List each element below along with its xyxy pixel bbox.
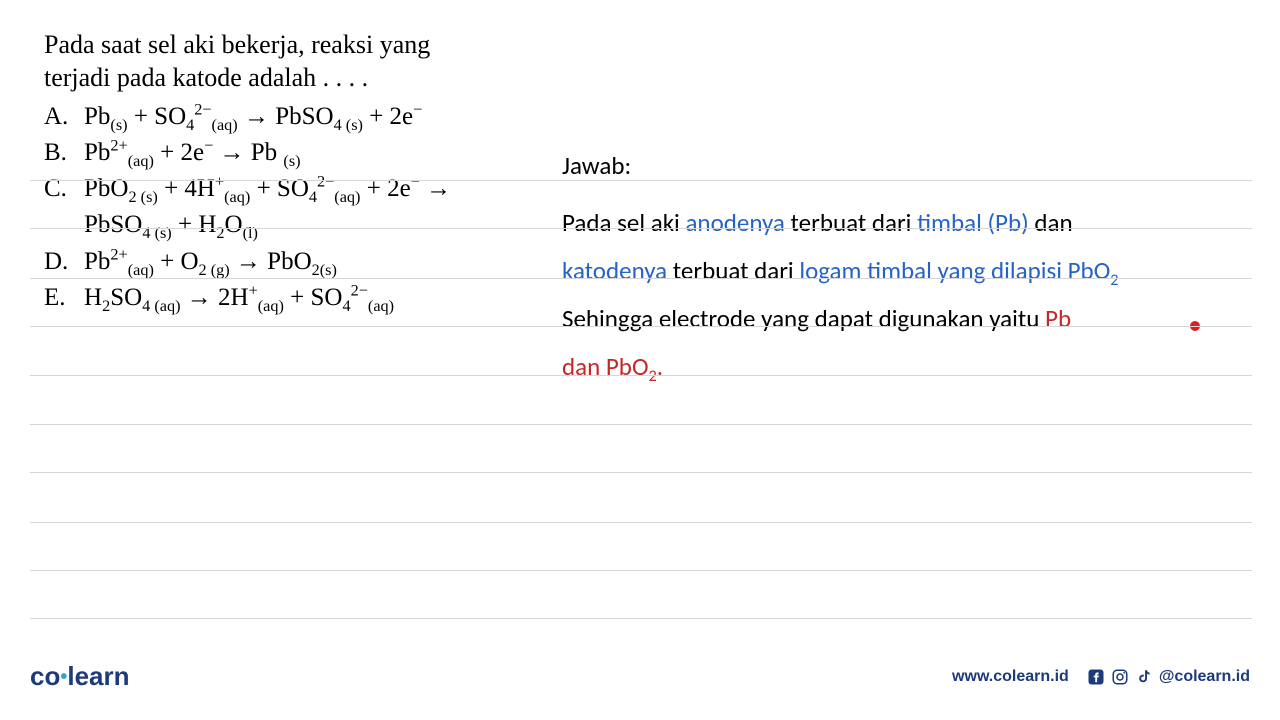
answer-text: Sehingga electrode yang dapat digunakan … bbox=[562, 303, 1045, 334]
option-body: Pb2+(aq) + 2e− → Pb (s) bbox=[84, 135, 554, 171]
answer-label: Jawab: bbox=[562, 150, 1250, 181]
highlight-katode: katodenya bbox=[562, 255, 667, 286]
website-url: www.colearn.id bbox=[952, 668, 1069, 686]
highlight-timbal: timbal (Pb) bbox=[917, 207, 1029, 238]
question-text: Pada saat sel aki bekerja, reaksi yang t… bbox=[44, 28, 554, 95]
option-a: A. Pb(s) + SO42−(aq) → PbSO4 (s) + 2e− bbox=[44, 99, 554, 135]
highlight-pbo2: logam timbal yang dilapisi PbO2 bbox=[799, 255, 1118, 286]
ruled-line bbox=[30, 278, 1252, 279]
tiktok-icon bbox=[1135, 668, 1153, 686]
ruled-line bbox=[30, 618, 1252, 619]
question-line1: Pada saat sel aki bekerja, reaksi yang bbox=[44, 30, 430, 59]
option-body: Pb(s) + SO42−(aq) → PbSO4 (s) + 2e− bbox=[84, 99, 554, 135]
ruled-line bbox=[30, 472, 1252, 473]
option-c-line2: PbSO4 (s) + H2O(l) bbox=[84, 211, 258, 238]
answer-paragraph-3: Sehingga electrode yang dapat digunakan … bbox=[562, 295, 1250, 343]
ruled-line bbox=[30, 228, 1252, 229]
answer-paragraph-4: dan PbO2. bbox=[562, 343, 1250, 391]
option-letter: D. bbox=[44, 244, 84, 280]
content-area: Pada saat sel aki bekerja, reaksi yang t… bbox=[0, 0, 1280, 391]
footer: co•learn www.colearn.id @colearn.id bbox=[30, 661, 1250, 692]
social-handle: @colearn.id bbox=[1159, 668, 1250, 686]
facebook-icon bbox=[1087, 668, 1105, 686]
highlight-pbo2-red: dan PbO2. bbox=[562, 351, 663, 382]
option-body: PbO2 (s) + 4H+(aq) + SO42−(aq) + 2e− → P… bbox=[84, 171, 554, 244]
logo-learn: learn bbox=[67, 661, 129, 691]
ruled-line bbox=[30, 180, 1252, 181]
option-body: H2SO4 (aq) → 2H+(aq) + SO42−(aq) bbox=[84, 280, 554, 316]
option-e: E. H2SO4 (aq) → 2H+(aq) + SO42−(aq) bbox=[44, 280, 554, 316]
ruled-line bbox=[30, 424, 1252, 425]
ruled-line bbox=[30, 375, 1252, 376]
option-c: C. PbO2 (s) + 4H+(aq) + SO42−(aq) + 2e− … bbox=[44, 171, 554, 244]
instagram-icon bbox=[1111, 668, 1129, 686]
highlight-anode: anodenya bbox=[685, 207, 784, 238]
option-body: Pb2+(aq) + O2 (g) → PbO2(s) bbox=[84, 244, 554, 280]
answer-column: Jawab: Pada sel aki anodenya terbuat dar… bbox=[562, 28, 1250, 391]
ruled-line bbox=[30, 570, 1252, 571]
option-b: B. Pb2+(aq) + 2e− → Pb (s) bbox=[44, 135, 554, 171]
option-letter: C. bbox=[44, 171, 84, 244]
options-list: A. Pb(s) + SO42−(aq) → PbSO4 (s) + 2e− B… bbox=[44, 99, 554, 317]
answer-text: terbuat dari bbox=[785, 207, 917, 238]
option-letter: B. bbox=[44, 135, 84, 171]
footer-right: www.colearn.id @colearn.id bbox=[952, 668, 1250, 686]
option-letter: A. bbox=[44, 99, 84, 135]
answer-text: Pada sel aki bbox=[562, 207, 685, 238]
logo-co: co bbox=[30, 661, 60, 691]
social-icons: @colearn.id bbox=[1087, 668, 1250, 686]
question-line2: terjadi pada katode adalah . . . . bbox=[44, 63, 368, 92]
question-column: Pada saat sel aki bekerja, reaksi yang t… bbox=[44, 28, 554, 391]
answer-paragraph-2: katodenya terbuat dari logam timbal yang… bbox=[562, 247, 1250, 295]
highlight-pb-red: Pb bbox=[1045, 303, 1071, 334]
option-d: D. Pb2+(aq) + O2 (g) → PbO2(s) bbox=[44, 244, 554, 280]
ruled-line bbox=[30, 326, 1252, 327]
answer-text: terbuat dari bbox=[667, 255, 799, 286]
ruled-line bbox=[30, 522, 1252, 523]
answer-text: dan bbox=[1029, 207, 1073, 238]
colearn-logo: co•learn bbox=[30, 661, 130, 692]
answer-paragraph-1: Pada sel aki anodenya terbuat dari timba… bbox=[562, 199, 1250, 247]
option-letter: E. bbox=[44, 280, 84, 316]
